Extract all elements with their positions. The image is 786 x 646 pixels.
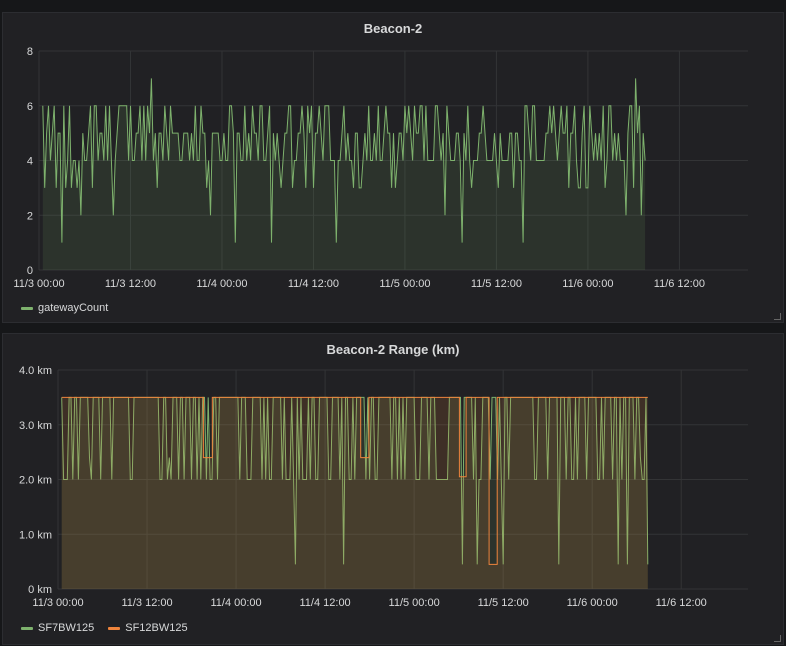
series-area [61,397,648,589]
resize-handle[interactable] [774,313,781,320]
x-tick-label: 11/4 12:00 [288,278,339,290]
y-tick-label: 4.0 km [19,365,52,377]
x-tick-label: 11/6 12:00 [656,597,707,609]
legend-label: SF7BW125 [38,622,95,634]
gateway-count-chart[interactable]: 0 2 4 6 8 11/3 00:00 11/3 12:00 11/4 00:00 11/4 … [3,13,783,322]
y-tick-label: 0 km [28,584,52,596]
y-tick-label: 3.0 km [19,420,52,432]
x-tick-label: 11/6 00:00 [567,597,618,609]
legend-label: gatewayCount [38,302,109,314]
y-tick-label: 1.0 km [19,529,52,541]
y-tick-label: 4 [27,156,33,168]
series-line[interactable] [61,396,648,565]
x-tick-label: 11/4 00:00 [196,278,247,290]
x-tick-label: 11/5 00:00 [389,597,440,609]
legend-swatch [21,626,33,630]
x-tick-label: 11/6 00:00 [562,278,613,290]
beacon-2-panel: Beacon-2 0 2 4 6 8 11/3 00:00 11/3 12:00 11/4 0… [2,12,784,323]
legend-swatch [108,626,121,630]
x-tick-label: 11/3 12:00 [105,278,156,290]
y-tick-label: 8 [27,46,33,58]
legend-label: SF12BW125 [125,622,188,634]
legend-item-gateway-count[interactable]: gatewayCount [21,302,108,314]
y-tick-label: 2.0 km [19,475,52,487]
y-tick-label: 0 [27,265,33,277]
legend-swatch [21,306,33,310]
beacon-2-range-panel: Beacon-2 Range (km) 0 km 1.0 km 2.0 km 3.0 … [2,333,784,645]
x-tick-label: 11/5 12:00 [478,597,529,609]
legend: gatewayCount [21,302,108,314]
x-tick-label: 11/4 12:00 [300,597,351,609]
y-tick-label: 6 [27,101,33,113]
legend-item-sf7bw125[interactable]: SF7BW125 [21,622,94,634]
x-tick-label: 11/5 12:00 [471,278,522,290]
panel-title[interactable]: Beacon-2 Range (km) [326,342,460,357]
range-chart[interactable]: 0 km 1.0 km 2.0 km 3.0 km 4.0 km 11/3 00:00 11… [3,334,783,644]
resize-handle[interactable] [774,635,781,642]
y-tick-label: 2 [27,210,33,222]
legend-item-sf12bw125[interactable]: SF12BW125 [108,622,188,634]
series-area [61,397,648,589]
series-line[interactable] [42,78,646,243]
x-tick-label: 11/3 00:00 [13,278,64,290]
legend: SF7BW125 SF12BW125 [21,622,188,634]
series-area [42,78,646,271]
panel-title[interactable]: Beacon-2 [363,21,423,36]
x-tick-label: 11/3 00:00 [32,597,83,609]
x-tick-label: 11/6 12:00 [654,278,705,290]
x-tick-label: 11/3 12:00 [121,597,172,609]
x-tick-label: 11/5 00:00 [379,278,430,290]
x-tick-label: 11/4 00:00 [210,597,261,609]
